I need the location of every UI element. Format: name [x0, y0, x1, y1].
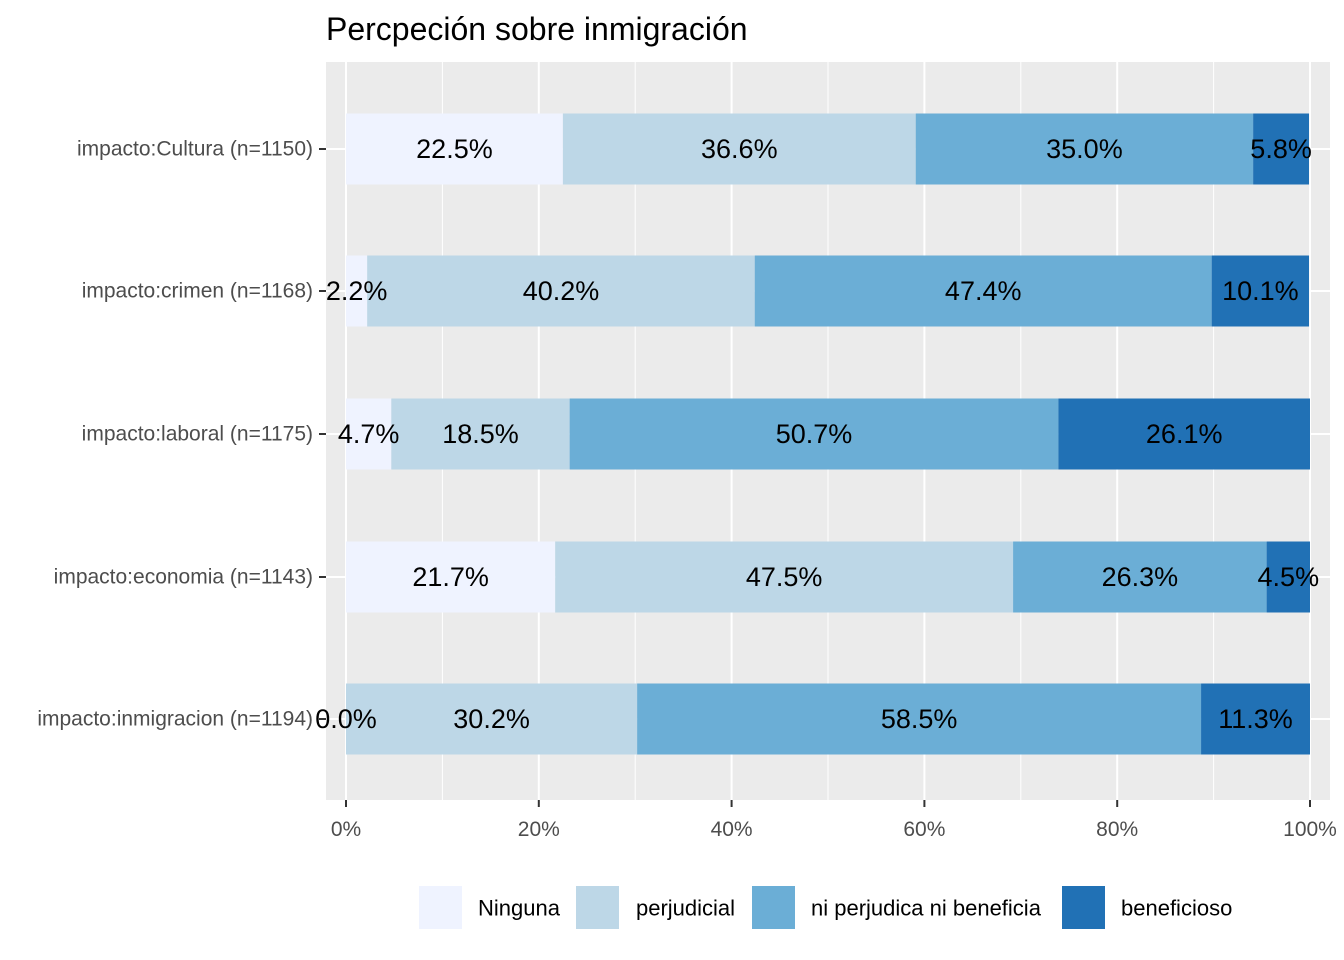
legend-label: Ninguna	[478, 896, 561, 921]
bar-segment	[346, 113, 563, 185]
x-tick-label: 100%	[1283, 818, 1337, 841]
bar-segment	[754, 255, 1212, 327]
data-label: 4.5%	[1258, 562, 1320, 592]
bar-segment	[346, 255, 368, 327]
bar-segment	[346, 541, 556, 613]
bar-segment	[346, 398, 392, 470]
legend-label: ni perjudica ni beneficia	[811, 896, 1042, 921]
y-tick-label: impacto:economia (n=1143)	[54, 566, 313, 589]
legend-label: beneficioso	[1121, 896, 1232, 921]
bar-segment	[1253, 113, 1310, 185]
data-label: 26.1%	[1146, 419, 1223, 449]
data-label: 36.6%	[701, 134, 778, 164]
bar-segment	[1013, 541, 1267, 613]
chart-title: Percpeción sobre inmigración	[326, 11, 748, 47]
legend-key	[1062, 886, 1105, 929]
data-label: 30.2%	[453, 704, 530, 734]
legend-label: perjudicial	[636, 896, 735, 921]
legend-key	[576, 886, 619, 929]
bar-segment	[915, 113, 1254, 185]
data-label: 5.8%	[1250, 134, 1312, 164]
data-label: 50.7%	[776, 419, 853, 449]
data-label: 11.3%	[1218, 704, 1293, 734]
bar-segment	[1201, 683, 1310, 755]
legend-key	[752, 886, 795, 929]
data-label: 35.0%	[1046, 134, 1123, 164]
x-axis: 0% 20% 40% 60% 80% 100%	[331, 800, 1337, 841]
data-label: 2.2%	[326, 276, 388, 306]
bar-segment	[569, 398, 1059, 470]
y-tick-label: impacto:inmigracion (n=1194)	[37, 708, 313, 731]
bar-segment	[1211, 255, 1310, 327]
data-label: 22.5%	[416, 134, 493, 164]
x-tick-label: 80%	[1096, 818, 1138, 841]
bar-segment	[346, 683, 638, 755]
bar-segment	[1266, 541, 1310, 613]
data-label: 10.1%	[1222, 276, 1299, 306]
data-label: 40.2%	[523, 276, 600, 306]
bar-segment	[367, 255, 755, 327]
bar-segment	[637, 683, 1202, 755]
bar-segment	[391, 398, 570, 470]
x-tick-label: 0%	[331, 818, 361, 841]
x-tick-label: 60%	[903, 818, 945, 841]
data-label: 21.7%	[412, 562, 489, 592]
bar-segment	[562, 113, 916, 185]
bar-segment	[555, 541, 1014, 613]
y-tick-label: impacto:crimen (n=1168)	[82, 280, 313, 303]
data-label: 4.7%	[338, 419, 400, 449]
bar-segment	[1058, 398, 1310, 470]
data-label: 47.4%	[945, 276, 1022, 306]
x-tick-label: 40%	[711, 818, 753, 841]
data-label: 18.5%	[442, 419, 519, 449]
data-label: 26.3%	[1102, 562, 1179, 592]
data-label: 58.5%	[881, 704, 958, 734]
y-axis: impacto:Cultura (n=1150) impacto:crimen (…	[37, 138, 326, 731]
legend-key	[419, 886, 462, 929]
data-label: 47.5%	[746, 562, 823, 592]
legend: Ninguna perjudicial ni perjudica ni benefi…	[419, 886, 1232, 929]
y-tick-label: impacto:Cultura (n=1150)	[77, 138, 313, 161]
x-tick-label: 20%	[518, 818, 560, 841]
bars	[346, 113, 1310, 755]
y-tick-label: impacto:laboral (n=1175)	[82, 423, 313, 446]
